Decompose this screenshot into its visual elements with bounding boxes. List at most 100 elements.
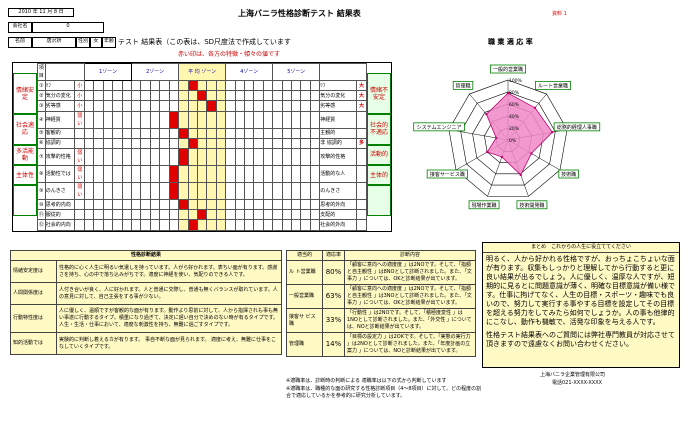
grid-cell: [121, 137, 133, 149]
radar-point: [486, 150, 489, 154]
row-left-trait: 客観的: [44, 127, 76, 139]
grid-cell: [234, 209, 245, 221]
grid-cell: [102, 137, 114, 149]
left-category: [13, 185, 37, 216]
grid-cell: [140, 198, 151, 211]
grid-cell: [140, 127, 151, 139]
aptitude-detail-2: 「顧客に意向への適度度 」は2NOです。そして、「指額と自主観性 」は3NOとし…: [344, 284, 476, 309]
grid-cell: [112, 181, 123, 200]
grid-cell: [159, 79, 170, 92]
grid-cell: [121, 147, 133, 166]
grid-cell: [262, 198, 274, 211]
grid-cell: [215, 90, 227, 102]
gender-label: 性別: [76, 37, 90, 48]
grid-cell: [281, 147, 293, 166]
grid-cell: [168, 127, 180, 139]
grid-cell: [225, 209, 236, 221]
grid-cell: [234, 90, 245, 102]
grid-cell: [121, 79, 133, 92]
grid-cell: [93, 181, 104, 200]
grid-cell: [225, 127, 236, 139]
grid-cell: [140, 164, 151, 183]
grid-cell: [159, 181, 170, 200]
grid-cell: [290, 127, 302, 139]
radar-axis-box: [426, 169, 468, 179]
personality-results-table: 性格診断結果 情緒安定度は 性格的に心く人生に明るい気遣しを持っています。人がら…: [10, 250, 282, 355]
grid-cell: [281, 181, 293, 200]
grid-cell: [131, 219, 142, 231]
result-text-3: 人に優しく、温順ですが客観的な面が有ります。動作より思前に対して、人から指揮され…: [56, 304, 282, 333]
row-left-mark: 小: [74, 90, 85, 102]
grid-cell: [131, 137, 142, 149]
note-line: 赤い印は、各方の特徴・傾々の値です: [178, 51, 281, 58]
footnote-2: ※適職率は、職種的な面の研究する性格診断項目（4～8項目）に対して、どの程度の割…: [286, 386, 482, 399]
grid-cell: [262, 79, 274, 92]
score-marker: [168, 181, 180, 200]
radar-axis-box: [452, 80, 474, 90]
grid-cell: [262, 127, 274, 139]
grid-cell: [159, 198, 170, 211]
row-right-trait: 劣等感: [319, 100, 358, 112]
grid-cell: [149, 147, 161, 166]
grid-cell: [206, 181, 217, 200]
grid-cell: [206, 137, 217, 149]
summary-contact: 性格テスト結果表へのご質問には弊社専門教員が対応させて頂きますので遠慮なくお問い…: [486, 331, 675, 348]
grid-cell: [121, 100, 133, 112]
grid-cell: [225, 181, 236, 200]
grid-cell: [225, 90, 236, 102]
row-left-mark: 小: [74, 100, 85, 112]
grid-row: ⑨ のんきさ 弱い のんきさ: [37, 181, 367, 200]
row-left-trait: 攻撃的性格: [44, 147, 76, 166]
grid-cell: [168, 100, 180, 112]
grid-cell: [121, 164, 133, 183]
result-label-2: 人間関係度は: [10, 282, 57, 305]
grid-cell: [93, 110, 104, 129]
zone-5-header: 5ゾーン: [272, 63, 321, 81]
grid-cell: [93, 79, 104, 92]
grid-cell: [140, 100, 151, 112]
radar-axis-label: 技術開発職: [519, 202, 544, 209]
grid-cell: [112, 127, 123, 139]
grid-cell: [243, 100, 255, 112]
grid-cell: [196, 137, 208, 149]
row-left-trait: 気分の変化: [44, 90, 76, 102]
aptitude-rate-2: 63%: [322, 284, 345, 309]
grid-cell: [149, 164, 161, 183]
aptitude-job-3: 接客サ ビス職: [286, 308, 323, 333]
radar-scale-label: 60%: [509, 102, 520, 108]
grid-cell: [93, 127, 104, 139]
grid-cell: [243, 198, 255, 211]
grid-header-left: [44, 63, 86, 81]
grid-cell: [281, 164, 293, 183]
footnote-1: ※適職率は、診断時の判断による 適職率は以下の式から判断しています: [286, 378, 447, 384]
grid-cell: [112, 110, 123, 129]
grid-cell: [262, 219, 274, 231]
grid-cell: [290, 219, 302, 231]
grid-cell: [149, 209, 161, 221]
grid-cell: [290, 147, 302, 166]
radar-axis-label: 現場作業職: [472, 202, 497, 209]
radar-axis-label: 総務的経理人事職: [557, 124, 597, 131]
row-number: ⑫: [37, 219, 46, 231]
grid-cell: [206, 209, 217, 221]
grid-cell: [234, 137, 245, 149]
grid-cell: [300, 127, 311, 139]
row-right-mark: [356, 181, 367, 200]
radar-point: [519, 173, 522, 177]
grid-cell: [206, 164, 217, 183]
grid-cell: [253, 198, 264, 211]
grid-cell: [187, 90, 198, 102]
radar-chart: 100% 80% 60% 40% 20% 0% 一般的営業職ルート営業職総務的経理人事職技術…: [413, 64, 601, 210]
grid-row: ⑪ 服従的 支配的: [37, 209, 367, 221]
grid-cell: [112, 198, 123, 211]
grid-cell: [196, 219, 208, 231]
grid-cell: [272, 127, 283, 139]
grid-cell: [225, 147, 236, 166]
radar-scale-label: 80%: [509, 90, 520, 96]
aptitude-col-detail: 診断内容: [344, 250, 476, 261]
row-number: ④: [37, 110, 46, 129]
grid-cell: [262, 209, 274, 221]
left-category: 社会適応: [13, 114, 37, 145]
gender-value: 女: [90, 37, 102, 48]
grid-cell: [83, 219, 95, 231]
